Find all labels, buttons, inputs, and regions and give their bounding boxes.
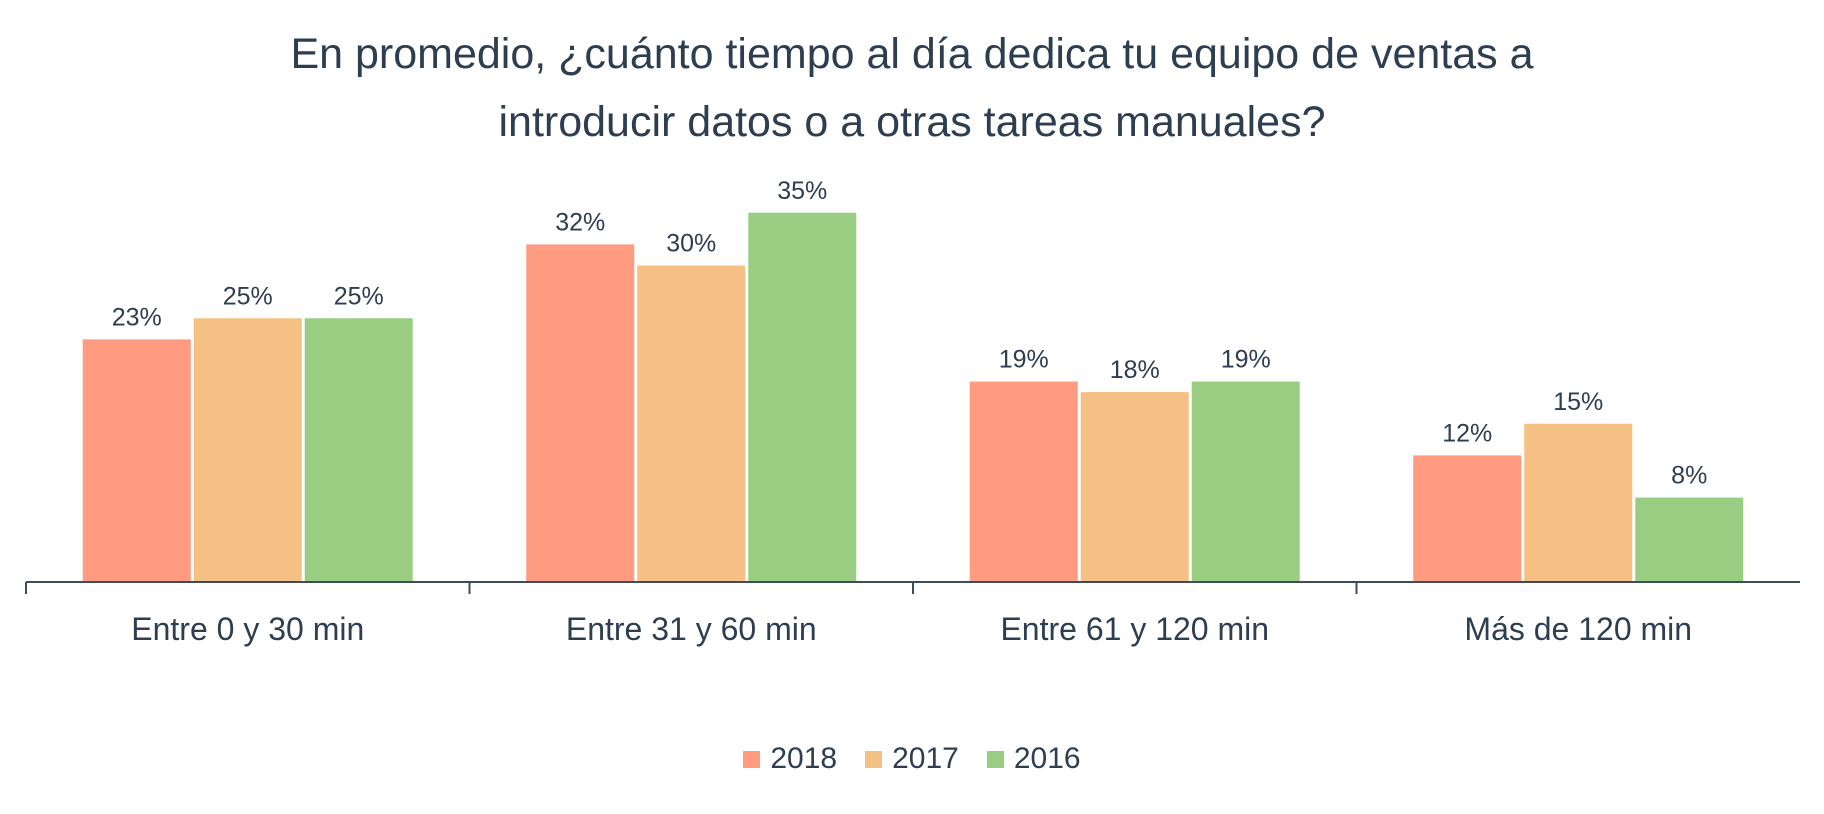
legend-label-2017: 2017	[892, 742, 959, 775]
bar-2018-3	[969, 381, 1078, 582]
data-label-2017-3: 18%	[1110, 356, 1160, 384]
legend-swatch-2017	[865, 750, 883, 768]
data-label-2018-2: 32%	[555, 208, 605, 236]
legend-item-2016: 2016	[986, 742, 1081, 776]
bar-2016-2	[748, 212, 857, 582]
data-label-2016-1: 25%	[334, 282, 384, 310]
data-label-2017-2: 30%	[666, 230, 716, 258]
data-label-2018-3: 19%	[999, 346, 1049, 374]
legend-item-2018: 2018	[743, 742, 837, 776]
bar-2017-4	[1524, 423, 1633, 582]
bar-2016-3	[1191, 381, 1300, 582]
data-label-2016-4: 8%	[1671, 462, 1707, 490]
data-label-2018-1: 23%	[112, 303, 162, 331]
chart-legend: 2018 2017 2016	[0, 742, 1824, 776]
legend-swatch-2018	[743, 750, 761, 768]
bar-2018-1	[82, 339, 191, 582]
category-label-2: Entre 31 y 60 min	[566, 611, 817, 647]
bar-2016-4	[1635, 497, 1744, 582]
legend-label-2016: 2016	[1013, 742, 1081, 775]
bar-2016-1	[304, 318, 413, 582]
data-label-2017-1: 25%	[223, 282, 273, 310]
bar-2017-3	[1080, 392, 1189, 582]
bar-2018-2	[526, 244, 635, 582]
chart-title-line-1: En promedio, ¿cuánto tiempo al día dedic…	[290, 30, 1534, 78]
chart-title-line-2: introducir datos o a otras tareas manual…	[498, 98, 1326, 146]
bar-2017-2	[637, 265, 746, 582]
data-label-2017-4: 15%	[1553, 388, 1603, 416]
legend-label-2018: 2018	[770, 742, 838, 775]
bar-2018-4	[1413, 455, 1522, 582]
category-label-3: Entre 61 y 120 min	[1000, 611, 1269, 647]
chart-title: En promedio, ¿cuánto tiempo al día dedic…	[0, 20, 1824, 156]
bar-2017-1	[193, 318, 302, 582]
legend-item-2017: 2017	[865, 742, 959, 776]
category-label-1: Entre 0 y 30 min	[131, 611, 364, 647]
data-label-2016-3: 19%	[1221, 346, 1271, 374]
category-label-4: Más de 120 min	[1464, 611, 1692, 647]
legend-swatch-2016	[986, 750, 1004, 768]
data-label-2018-4: 12%	[1442, 419, 1492, 447]
data-label-2016-2: 35%	[777, 177, 827, 205]
